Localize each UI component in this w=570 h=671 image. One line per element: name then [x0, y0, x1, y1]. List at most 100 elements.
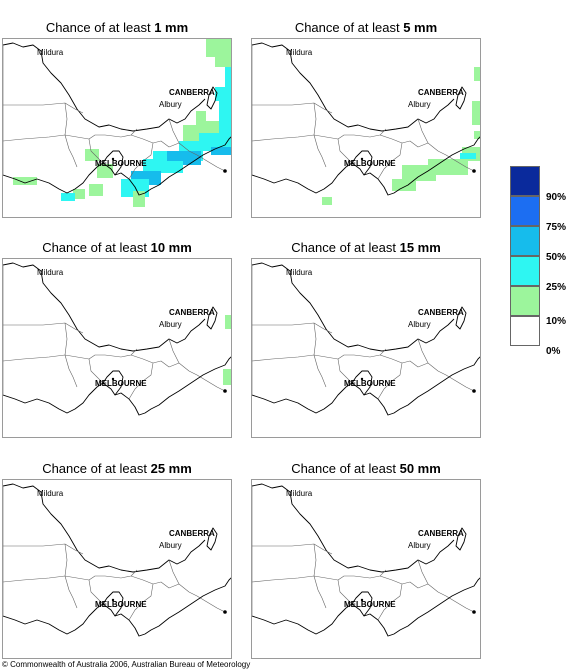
melbourne-dot: [111, 598, 115, 602]
district-boundary: [337, 138, 353, 164]
district-boundary: [168, 118, 180, 144]
place-label-melbourne: MELBOURNE: [95, 600, 147, 609]
district-boundary: [377, 583, 403, 621]
victoria-map: Mildura CANBERRA Albury MELBOURNE: [2, 38, 232, 218]
rain-cell: [61, 193, 75, 201]
place-label-melbourne: MELBOURNE: [344, 379, 396, 388]
place-label-mildura: Mildura: [37, 268, 64, 277]
legend-swatch-75: [510, 196, 540, 226]
place-label-canberra: CANBERRA: [418, 88, 464, 97]
rain-cell: [223, 369, 231, 385]
port-phillip-bay: [351, 370, 373, 396]
legend-label-0: 0%: [546, 346, 561, 357]
rain-cell: [402, 165, 436, 181]
act-boundary: [455, 527, 467, 551]
place-label-canberra: CANBERRA: [169, 308, 215, 317]
state-border-river: [3, 483, 206, 573]
state-border-east: [437, 591, 475, 613]
district-boundary: [252, 102, 333, 114]
legend-swatch-0: [510, 316, 540, 346]
state-border-east: [188, 150, 226, 172]
melbourne-dot: [360, 377, 364, 381]
district-boundary: [88, 138, 104, 164]
panel-title: Chance of at least 5 mm: [294, 20, 438, 35]
district-boundary: [3, 322, 84, 334]
state-border-east: [188, 370, 226, 392]
place-label-albury: Albury: [408, 320, 431, 329]
melbourne-dot: [111, 157, 115, 161]
legend-label-90: 90%: [546, 192, 567, 203]
legend-label-50: 50%: [546, 252, 567, 263]
district-boundary: [252, 128, 387, 142]
rain-cell: [392, 179, 416, 191]
district-boundary: [377, 142, 403, 180]
place-label-albury: Albury: [159, 320, 182, 329]
rain-cell: [225, 67, 231, 89]
copyright-notice: © Commonwealth of Australia 2006, Austra…: [2, 660, 251, 669]
melbourne-dot: [360, 598, 364, 602]
victoria-map: Mildura CANBERRA Albury MELBOURNE: [251, 258, 481, 438]
state-border-east: [437, 370, 475, 392]
district-boundary: [128, 142, 154, 180]
rain-cell: [219, 101, 231, 135]
district-boundary: [130, 354, 190, 372]
district-boundary: [313, 322, 327, 388]
port-phillip-bay: [102, 591, 124, 617]
place-label-canberra: CANBERRA: [418, 308, 464, 317]
place-label-melbourne: MELBOURNE: [95, 379, 147, 388]
rain-cell: [89, 184, 103, 196]
district-boundary: [128, 362, 154, 400]
act-boundary: [206, 86, 218, 110]
rain-cell: [225, 315, 231, 329]
district-boundary: [337, 358, 353, 384]
district-boundary: [252, 348, 387, 362]
district-boundary: [252, 543, 333, 555]
port-phillip-bay: [351, 591, 373, 617]
rain-cell: [85, 149, 99, 161]
district-boundary: [379, 354, 439, 372]
state-border-east: [437, 150, 475, 172]
district-boundary: [252, 322, 333, 334]
district-boundary: [417, 338, 429, 364]
place-label-mildura: Mildura: [37, 489, 64, 498]
panel-title: Chance of at least 15 mm: [291, 240, 441, 255]
coastal-marker: [472, 169, 476, 173]
district-boundary: [64, 322, 78, 388]
victoria-map: Mildura CANBERRA Albury MELBOURNE: [2, 479, 232, 659]
rain-cell: [460, 153, 476, 159]
district-boundary: [3, 543, 84, 555]
place-label-melbourne: MELBOURNE: [95, 159, 147, 168]
panel-title: Chance of at least 50 mm: [291, 461, 441, 476]
melbourne-dot: [111, 377, 115, 381]
rain-cell: [199, 133, 231, 143]
place-label-canberra: CANBERRA: [418, 529, 464, 538]
place-label-melbourne: MELBOURNE: [344, 600, 396, 609]
district-boundary: [313, 102, 327, 168]
legend-swatch-10: [510, 286, 540, 316]
rain-cell: [133, 191, 145, 207]
district-boundary: [128, 583, 154, 621]
district-boundary: [168, 559, 180, 585]
rain-cell: [183, 125, 199, 141]
coastline: [3, 577, 231, 637]
port-phillip-bay: [102, 370, 124, 396]
rain-cell: [13, 177, 37, 185]
rain-cell: [211, 147, 231, 155]
place-label-mildura: Mildura: [286, 48, 313, 57]
district-boundary: [168, 338, 180, 364]
district-boundary: [3, 128, 138, 142]
place-label-canberra: CANBERRA: [169, 529, 215, 538]
place-label-melbourne: MELBOURNE: [344, 159, 396, 168]
state-border-river: [3, 42, 206, 132]
panel-title: Chance of at least 25 mm: [42, 461, 192, 476]
place-label-albury: Albury: [408, 100, 431, 109]
coastal-marker: [472, 389, 476, 393]
rain-cell: [428, 159, 468, 175]
place-label-albury: Albury: [408, 541, 431, 550]
victoria-map: Mildura CANBERRA Albury MELBOURNE: [251, 479, 481, 659]
district-boundary: [130, 575, 190, 593]
port-phillip-bay: [351, 150, 373, 176]
coastal-marker: [223, 169, 227, 173]
place-label-mildura: Mildura: [286, 489, 313, 498]
rain-cell: [322, 197, 332, 205]
